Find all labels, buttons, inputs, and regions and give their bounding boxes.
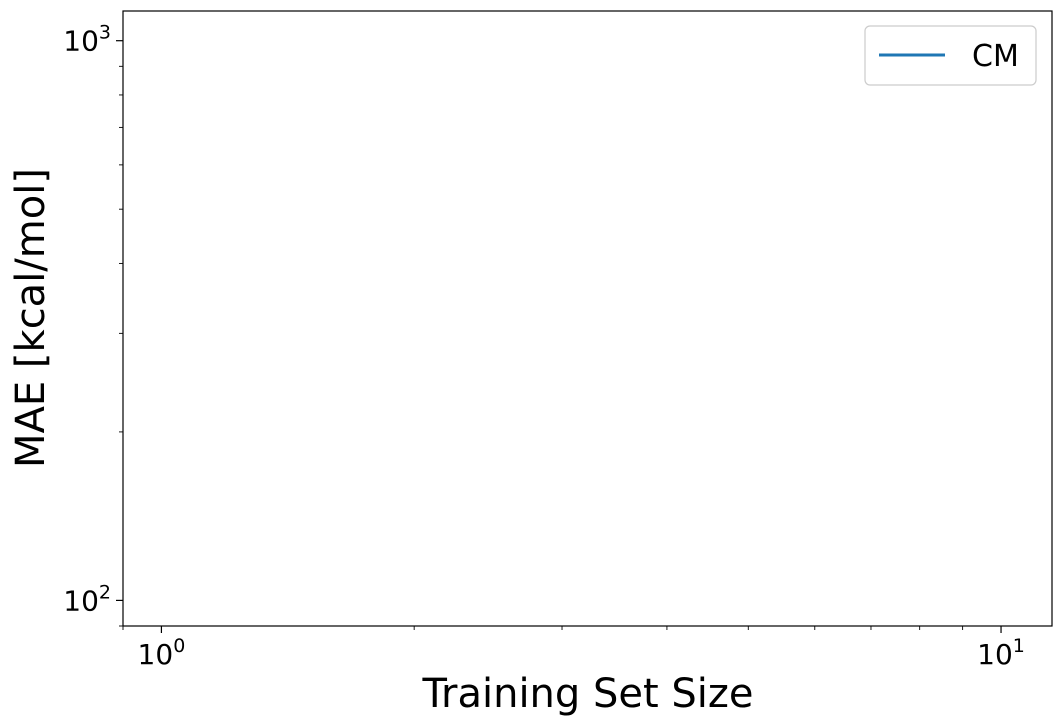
y-tick-label: 102 — [63, 581, 111, 617]
x-axis-ticks: 100 101 — [122, 626, 1025, 671]
x-tick-exponent: 0 — [173, 635, 185, 657]
y-tick-exponent: 3 — [99, 22, 111, 44]
y-tick-exponent: 2 — [99, 581, 111, 603]
legend-label-cm: CM — [972, 39, 1019, 74]
y-tick-base: 10 — [63, 584, 99, 617]
y-axis-title: MAE [kcal/mol] — [8, 168, 54, 468]
x-tick-label: 100 — [138, 635, 186, 671]
legend-box — [864, 25, 1037, 86]
x-tick-label: 101 — [977, 635, 1025, 671]
y-tick-base: 10 — [63, 25, 99, 58]
plot-area — [122, 10, 1053, 627]
x-tick-exponent: 1 — [1013, 635, 1025, 657]
y-tick-label: 103 — [63, 22, 111, 58]
x-axis-title: Training Set Size — [421, 671, 753, 717]
x-tick-base: 10 — [977, 638, 1013, 671]
plot-frame — [122, 10, 1053, 627]
legend: CM — [864, 25, 1037, 86]
x-tick-base: 10 — [138, 638, 174, 671]
